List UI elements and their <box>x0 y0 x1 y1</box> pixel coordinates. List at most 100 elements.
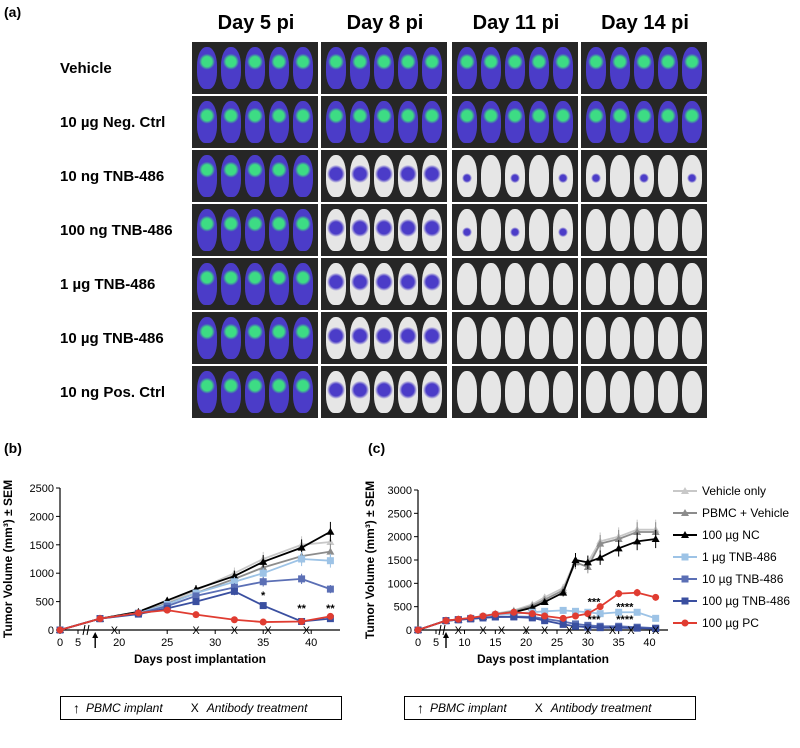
mouse-image <box>529 317 549 359</box>
image-cell-r0-c2 <box>452 42 578 94</box>
data-point <box>540 598 549 605</box>
mouse-image <box>529 101 549 143</box>
data-point <box>326 585 334 593</box>
x-tick-label: 30 <box>209 637 221 649</box>
significance-mark: ** <box>326 603 335 615</box>
treatment-mark: X <box>498 625 506 637</box>
y-tick-label: 2000 <box>388 532 412 544</box>
data-point <box>681 575 689 583</box>
data-point <box>528 610 536 618</box>
mouse-image <box>197 155 217 197</box>
x-tick-label: 15 <box>489 637 501 649</box>
mouse-image <box>457 47 477 89</box>
mouse-image <box>586 263 606 305</box>
mouse-image <box>634 317 654 359</box>
data-point <box>681 597 689 605</box>
mouse-image <box>326 155 346 197</box>
mouse-image <box>293 101 313 143</box>
pbmc-arrow-head <box>443 632 449 638</box>
mouse-image <box>481 371 501 413</box>
mouse-image <box>529 209 549 251</box>
mouse-image <box>682 101 702 143</box>
mouse-image <box>398 155 418 197</box>
data-point <box>681 509 689 516</box>
data-point <box>259 569 267 577</box>
x-tick-label: 25 <box>161 637 173 649</box>
image-cell-r1-c0 <box>192 96 318 148</box>
data-point <box>259 618 267 626</box>
mouse-image <box>457 155 477 197</box>
mouse-image <box>505 371 525 413</box>
image-cell-r5-c3 <box>581 312 707 364</box>
day-header-3: Day 14 pi <box>601 12 689 34</box>
data-point <box>298 575 306 583</box>
data-point <box>633 608 641 616</box>
mouse-image <box>457 101 477 143</box>
significance-mark: * <box>261 590 266 602</box>
mouse-image <box>658 263 678 305</box>
legend-label: 100 µg NC <box>702 528 760 542</box>
image-cell-r5-c1 <box>321 312 447 364</box>
y-tick-label: 1000 <box>388 578 412 590</box>
y-tick-label: 2000 <box>30 511 54 523</box>
y-tick-label: 0 <box>406 625 412 637</box>
mouse-image <box>293 155 313 197</box>
x-tick-label: 0 <box>57 637 63 649</box>
data-point <box>298 555 306 563</box>
data-point <box>652 614 660 622</box>
group-label-1: 10 µg Neg. Ctrl <box>60 114 166 131</box>
mouse-image <box>658 371 678 413</box>
x-tick-label: 40 <box>305 637 317 649</box>
mouse-image <box>374 47 394 89</box>
data-point <box>230 578 238 586</box>
image-cell-r3-c0 <box>192 204 318 256</box>
x-mark-icon: X <box>534 701 543 715</box>
mouse-image <box>374 155 394 197</box>
mouse-image <box>553 101 573 143</box>
data-point <box>584 623 592 631</box>
data-point <box>559 614 567 622</box>
mouse-image <box>505 209 525 251</box>
data-point <box>572 607 579 615</box>
mouse-image <box>221 209 241 251</box>
group-label-3: 100 ng TNB-486 <box>60 222 173 239</box>
legend-entry: 100 µg NC <box>672 526 800 544</box>
image-cell-r1-c1 <box>321 96 447 148</box>
data-point <box>326 557 334 565</box>
mouse-image <box>658 47 678 89</box>
mouse-image <box>374 209 394 251</box>
legend-label: 100 µg PC <box>702 616 759 630</box>
group-label-2: 10 ng TNB-486 <box>60 168 165 185</box>
mouse-image <box>245 209 265 251</box>
x-tick-label: 35 <box>613 637 625 649</box>
day-header-0: Day 5 pi <box>217 12 295 34</box>
legend-swatch <box>673 487 697 494</box>
mouse-image <box>658 317 678 359</box>
legend-entry: 100 µg TNB-486 <box>672 592 800 610</box>
mouse-image <box>505 47 525 89</box>
mouse-image <box>245 47 265 89</box>
mouse-image <box>221 47 241 89</box>
y-tick-label: 1500 <box>388 555 412 567</box>
data-point <box>596 539 605 547</box>
data-point <box>559 620 567 628</box>
mouse-image <box>586 155 606 197</box>
mouse-image <box>634 371 654 413</box>
image-cell-r6-c0 <box>192 366 318 418</box>
mouse-image <box>269 47 289 89</box>
mouse-image <box>293 317 313 359</box>
mouse-image <box>197 209 217 251</box>
y-tick-label: 1000 <box>30 568 54 580</box>
image-cell-r6-c3 <box>581 366 707 418</box>
data-point <box>96 615 104 623</box>
mouse-image <box>682 371 702 413</box>
mouse-image <box>197 371 217 413</box>
mouse-image <box>221 101 241 143</box>
mouse-image <box>457 209 477 251</box>
mouse-image <box>610 263 630 305</box>
mouse-image <box>658 209 678 251</box>
mouse-image <box>326 101 346 143</box>
mouse-image <box>374 317 394 359</box>
mouse-image <box>457 263 477 305</box>
